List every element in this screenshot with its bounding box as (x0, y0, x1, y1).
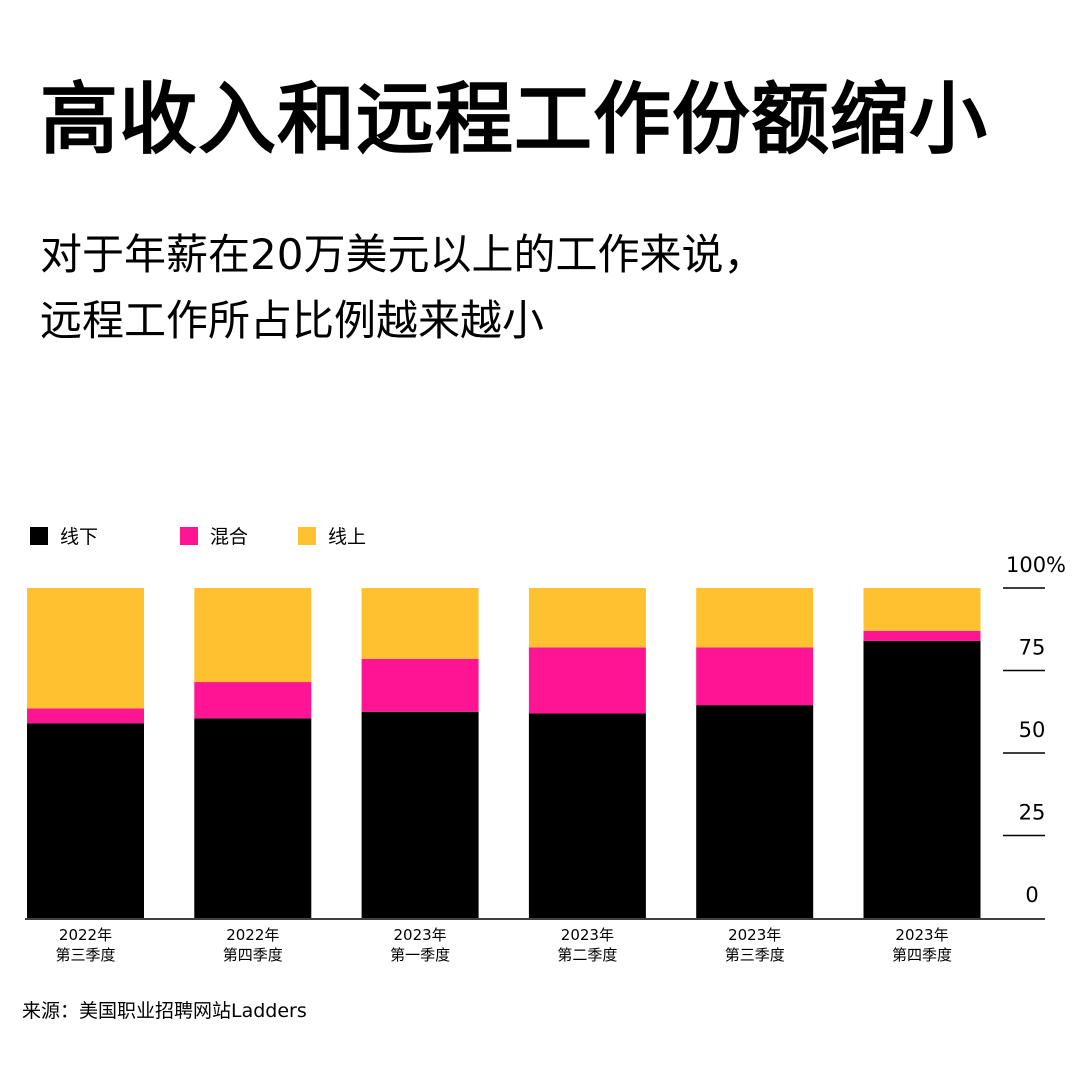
bar-hybrid-0 (27, 708, 144, 724)
x-tick-label-1-0: 2022年 (226, 926, 279, 944)
x-tick-label-2-0: 2023年 (394, 926, 447, 944)
x-tick-label-4-1: 第三季度 (725, 946, 785, 964)
legend-swatch-offline (30, 526, 48, 545)
bar-online-4 (696, 588, 814, 648)
x-tick-label-1-1: 第四季度 (223, 946, 283, 964)
legend-item-hybrid: 混合 (180, 522, 248, 549)
legend-swatch-online (298, 526, 316, 545)
source-note: 来源：美国职业招聘网站Ladders (22, 1000, 307, 1022)
bar-online-1 (194, 588, 312, 683)
y-tick-label-3: 75 (1019, 636, 1046, 660)
x-tick-label-0-0: 2022年 (59, 926, 112, 944)
x-tick-label-0-1: 第三季度 (55, 946, 115, 964)
legend-label-hybrid: 混合 (210, 526, 249, 548)
bar-offline-0 (27, 723, 144, 918)
chart-title: 高收入和远程工作份额缩小 (40, 75, 989, 165)
legend-label-online: 线上 (328, 526, 367, 548)
bar-hybrid-5 (863, 630, 981, 641)
bar-hybrid-3 (528, 647, 646, 714)
legend-label-offline: 线下 (60, 526, 99, 548)
x-tick-label-4-0: 2023年 (728, 926, 781, 944)
legend-item-online: 线上 (298, 522, 366, 549)
bar-hybrid-2 (361, 658, 479, 712)
bar-hybrid-1 (194, 682, 312, 719)
y-tick-label-0: 0 (1025, 883, 1038, 907)
x-tick-label-2-1: 第一季度 (390, 946, 450, 964)
bar-online-0 (27, 588, 144, 709)
x-tick-label-3-1: 第二季度 (557, 946, 617, 964)
bar-offline-4 (696, 705, 814, 918)
chart-subtitle: 对于年薪在20万美元以上的工作来说， 远程工作所占比例越来越小 (40, 222, 765, 354)
bar-offline-2 (361, 711, 479, 918)
bar-hybrid-4 (696, 647, 814, 706)
y-tick-label-2: 50 (1019, 718, 1046, 742)
subtitle-line-1: 对于年薪在20万美元以上的工作来说， (40, 230, 766, 279)
bar-online-2 (361, 588, 479, 659)
x-tick-label-5-0: 2023年 (895, 926, 948, 944)
bar-online-5 (863, 588, 981, 631)
y-tick-label-4: 100% (1006, 553, 1066, 577)
x-tick-label-5-1: 第四季度 (892, 946, 952, 964)
legend-swatch-hybrid (180, 526, 198, 545)
bar-online-3 (528, 588, 646, 648)
bar-offline-3 (528, 713, 646, 918)
x-tick-label-3-0: 2023年 (561, 926, 614, 944)
bar-offline-5 (863, 640, 981, 918)
y-tick-label-1: 25 (1019, 801, 1046, 825)
legend-item-offline: 线下 (30, 522, 98, 549)
bar-offline-1 (194, 718, 312, 918)
subtitle-line-2: 远程工作所占比例越来越小 (40, 296, 545, 345)
